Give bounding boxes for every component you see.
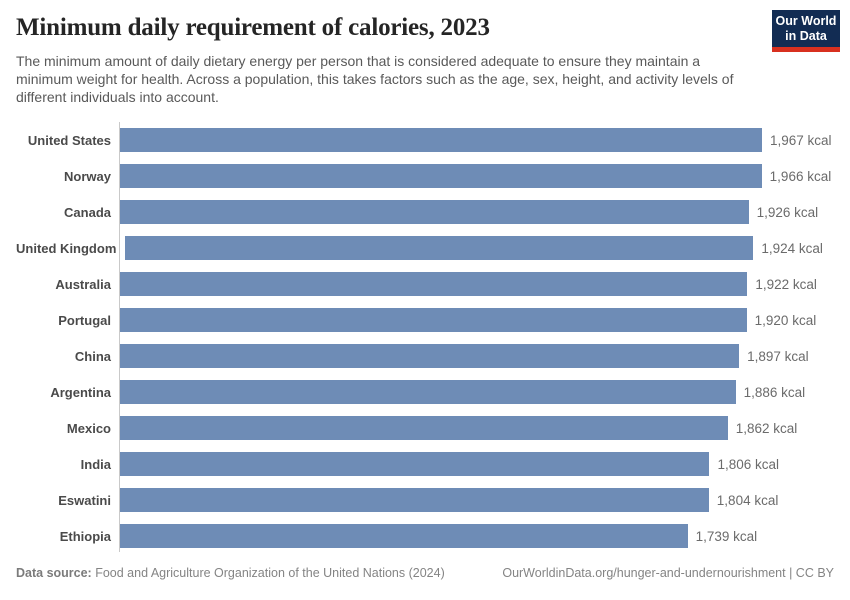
bar[interactable] [120,272,748,296]
value-label: 1,924 kcal [761,240,823,256]
bar[interactable] [120,128,762,152]
country-label: Australia [55,276,111,292]
country-label: United Kingdom [16,240,117,256]
bar[interactable] [120,200,749,224]
value-label: 1,966 kcal [769,168,832,184]
bar-area: 1,862 kcal [120,410,850,446]
table-row: Mexico 1,862 kcal [16,410,850,446]
value-label: 1,862 kcal [735,420,798,436]
table-row: Portugal 1,920 kcal [16,302,850,338]
chart-subtitle: The minimum amount of daily dietary ener… [16,53,734,105]
bar-area: 1,806 kcal [120,446,850,482]
data-source-note: Data source: Food and Agriculture Organi… [16,566,445,580]
bar-area: 1,804 kcal [120,482,850,518]
y-axis-line [119,122,120,552]
owid-logo[interactable]: Our World in Data [772,10,840,52]
bar[interactable] [125,236,754,260]
table-row: Eswatini 1,804 kcal [16,482,850,518]
bar-area: 1,897 kcal [120,338,850,374]
country-label: Norway [64,168,111,184]
value-label: 1,806 kcal [717,456,779,472]
value-label: 1,920 kcal [754,312,817,328]
bar-area: 1,967 kcal [120,122,850,158]
country-label: Eswatini [58,492,111,508]
bar-chart-rows: United States 1,967 kcal Norway 1,966 kcal C… [16,122,850,554]
value-label: 1,922 kcal [755,276,817,292]
country-label: United States [27,132,111,148]
value-label: 1,739 kcal [695,528,758,544]
bar[interactable] [120,164,762,188]
chart-title: Minimum daily requirement of calories, 2… [16,14,490,41]
value-label: 1,926 kcal [756,204,819,220]
table-row: Australia 1,922 kcal [16,266,850,302]
country-label: China [74,348,111,364]
country-label: Mexico [66,420,111,436]
table-row: Ethiopia 1,739 kcal [16,518,850,554]
bar-area: 1,739 kcal [120,518,850,554]
owid-url-license[interactable]: OurWorldinData.org/hunger-and-undernouri… [502,566,834,580]
owid-logo-line2: in Data [785,28,827,43]
owid-logo-line1: Our World [775,14,837,28]
bar[interactable] [120,524,688,548]
table-row: Argentina 1,886 kcal [16,374,850,410]
country-label: Portugal [58,312,111,328]
country-label: Argentina [50,384,111,400]
table-row: China 1,897 kcal [16,338,850,374]
bar[interactable] [120,344,740,368]
bar-area: 1,886 kcal [120,374,850,410]
bar-area: 1,926 kcal [120,194,850,230]
bar[interactable] [120,308,747,332]
country-label: Canada [64,204,111,220]
country-label: Ethiopia [59,528,111,544]
table-row: United States 1,967 kcal [16,122,850,158]
data-source-text: Food and Agriculture Organization of the… [95,566,445,580]
bar[interactable] [120,416,728,440]
bar-area: 1,966 kcal [120,158,850,194]
bar-chart: United States 1,967 kcal Norway 1,966 kcal C… [16,122,850,554]
country-label: India [80,456,111,472]
bar-area: 1,924 kcal [125,230,850,266]
bar-area: 1,920 kcal [120,302,850,338]
value-label: 1,967 kcal [770,132,832,148]
value-label: 1,897 kcal [747,348,809,364]
bar[interactable] [120,380,736,404]
table-row: United Kingdom 1,924 kcal [16,230,850,266]
bar[interactable] [120,488,709,512]
value-label: 1,886 kcal [743,384,806,400]
table-row: Norway 1,966 kcal [16,158,850,194]
table-row: Canada 1,926 kcal [16,194,850,230]
table-row: India 1,806 kcal [16,446,850,482]
bar-area: 1,922 kcal [120,266,850,302]
chart-footer: Data source: Food and Agriculture Organi… [16,566,834,580]
bar[interactable] [120,452,710,476]
value-label: 1,804 kcal [716,492,779,508]
data-source-label: Data source: [16,566,92,580]
